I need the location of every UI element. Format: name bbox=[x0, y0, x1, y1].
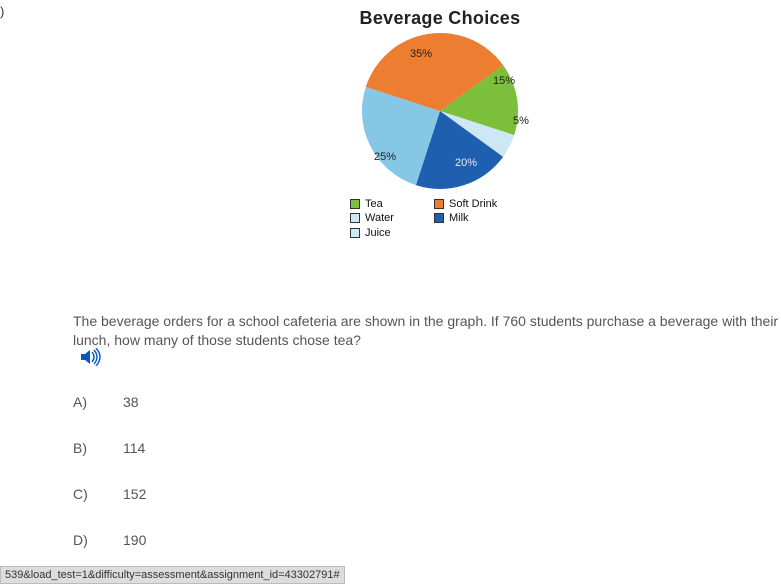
slice-label: 25% bbox=[374, 151, 396, 163]
speaker-icon bbox=[80, 348, 102, 366]
chart-title: Beverage Choices bbox=[340, 8, 540, 29]
legend-label: Milk bbox=[449, 211, 469, 225]
read-aloud-button[interactable] bbox=[80, 348, 102, 371]
legend-label: Juice bbox=[365, 226, 391, 240]
legend-label: Soft Drink bbox=[449, 197, 497, 211]
pie-svg bbox=[360, 31, 520, 191]
choice-value: 114 bbox=[123, 440, 145, 456]
choice-letter: A) bbox=[73, 394, 123, 410]
legend-swatch bbox=[434, 213, 444, 223]
cropped-marker: ) bbox=[0, 4, 4, 19]
legend-item: Soft Drink bbox=[434, 197, 497, 211]
question-text: The beverage orders for a school cafeter… bbox=[73, 312, 781, 350]
slice-label: 20% bbox=[455, 157, 477, 169]
legend-swatch bbox=[350, 213, 360, 223]
answer-choice[interactable]: D)190 bbox=[73, 532, 146, 548]
pie-chart-region: Beverage Choices 15% 5% 20% 25% 35% Tea Soft … bbox=[340, 8, 540, 240]
legend-label: Tea bbox=[365, 197, 383, 211]
answer-choices: A)38 B)114 C)152 D)190 bbox=[73, 394, 146, 548]
choice-value: 190 bbox=[123, 532, 146, 548]
choice-letter: D) bbox=[73, 532, 123, 548]
choice-value: 38 bbox=[123, 394, 139, 410]
slice-label: 35% bbox=[410, 48, 432, 60]
pie-chart: 15%5%20%25%35% bbox=[360, 31, 520, 191]
status-bar: 539&load_test=1&difficulty=assessment&as… bbox=[0, 566, 345, 584]
legend-item: Water bbox=[350, 211, 410, 225]
legend-item: Juice bbox=[350, 226, 410, 240]
slice-label: 15% bbox=[493, 75, 515, 87]
legend-item: Tea bbox=[350, 197, 410, 211]
legend-swatch bbox=[350, 199, 360, 209]
answer-choice[interactable]: C)152 bbox=[73, 486, 146, 502]
legend-swatch bbox=[434, 199, 444, 209]
chart-legend: Tea Soft Drink Water Milk Juice bbox=[350, 197, 540, 240]
legend-label: Water bbox=[365, 211, 394, 225]
legend-item: Milk bbox=[434, 211, 494, 225]
choice-letter: B) bbox=[73, 440, 123, 456]
choice-value: 152 bbox=[123, 486, 146, 502]
legend-swatch bbox=[350, 228, 360, 238]
choice-letter: C) bbox=[73, 486, 123, 502]
slice-label: 5% bbox=[513, 115, 529, 127]
answer-choice[interactable]: A)38 bbox=[73, 394, 146, 410]
answer-choice[interactable]: B)114 bbox=[73, 440, 146, 456]
